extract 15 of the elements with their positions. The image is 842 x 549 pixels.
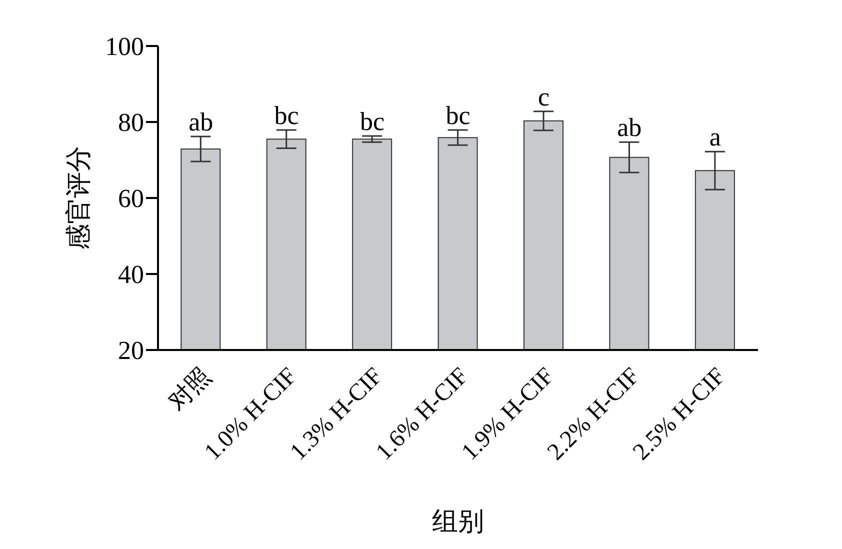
x-axis-title: 组别 [432, 507, 484, 536]
annotation: bc [360, 107, 385, 136]
annotation: a [709, 122, 722, 152]
annotation: bc [446, 100, 470, 130]
annotation: ab [617, 113, 642, 142]
y-tick-label: 100 [105, 32, 144, 62]
y-axis-title: 感官评分 [64, 146, 94, 250]
x-tick-label: 对照 [164, 363, 216, 416]
y-tick-label: 80 [118, 108, 144, 138]
annotation: c [538, 82, 550, 112]
y-tick-label: 20 [118, 336, 144, 366]
y-tick-label: 40 [118, 260, 144, 290]
annotation: bc [274, 100, 299, 130]
y-tick-label: 60 [118, 184, 144, 214]
annotation: ab [188, 107, 214, 136]
